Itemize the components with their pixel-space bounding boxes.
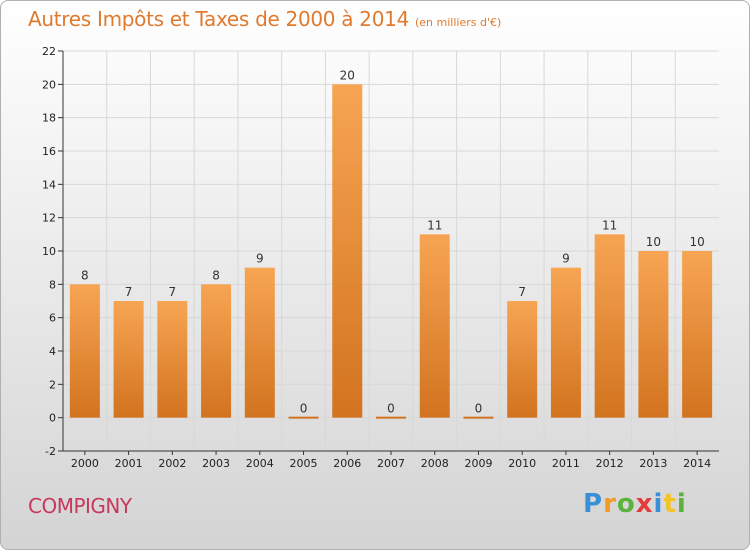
bar — [69, 284, 100, 418]
chart-title-main: Autres Impôts et Taxes de 2000 à 2014 — [28, 7, 409, 31]
x-tick-label: 2004 — [246, 457, 274, 470]
data-label: 10 — [646, 235, 661, 249]
data-label: 7 — [169, 285, 177, 299]
y-tick-label: 12 — [42, 212, 56, 225]
x-tick-label: 2009 — [464, 457, 492, 470]
y-tick-label: 16 — [42, 145, 56, 158]
logo-letter: i — [653, 489, 664, 519]
x-tick-label: 2012 — [596, 457, 624, 470]
bar — [201, 284, 232, 418]
y-tick-label: 18 — [42, 112, 56, 125]
bars — [69, 84, 713, 419]
logo-letter: o — [616, 489, 636, 519]
y-tick-label: 6 — [49, 312, 56, 325]
y-tick-label: 4 — [49, 345, 56, 358]
bar — [157, 301, 188, 418]
location-name: COMPIGNY — [28, 494, 132, 518]
data-label: 0 — [300, 402, 308, 416]
data-labels: 8 7 7 8 9 0 20 0 11 0 7 9 11 10 10 — [81, 68, 705, 415]
y-tick-label: 14 — [42, 178, 56, 191]
logo-letter: r — [603, 489, 617, 519]
y-tick-label: 8 — [49, 278, 56, 291]
x-tick-label: 2002 — [158, 457, 186, 470]
bar — [507, 301, 538, 418]
bar — [419, 234, 450, 418]
y-tick-label: 0 — [49, 412, 56, 425]
bar — [244, 267, 275, 418]
bar — [376, 416, 406, 419]
data-label: 8 — [81, 268, 89, 282]
bar — [682, 251, 713, 418]
bar — [638, 251, 669, 418]
x-tick-label: 2003 — [202, 457, 230, 470]
x-tick-label: 2001 — [115, 457, 143, 470]
y-tick-label: 20 — [42, 78, 56, 91]
data-label: 0 — [475, 402, 483, 416]
y-tick-label: 10 — [42, 245, 56, 258]
proxiti-logo: Proxiti — [583, 489, 687, 519]
data-label: 7 — [518, 285, 526, 299]
bar — [288, 416, 319, 419]
x-tick-label: 2013 — [639, 457, 667, 470]
bar — [550, 267, 581, 418]
x-tick-label: 2005 — [290, 457, 318, 470]
chart-title: Autres Impôts et Taxes de 2000 à 2014 (en… — [28, 7, 501, 31]
data-label: 9 — [562, 252, 570, 266]
data-label: 11 — [602, 218, 617, 232]
x-tick-label: 2014 — [683, 457, 711, 470]
x-tick-label: 2008 — [421, 457, 449, 470]
x-tick-label: 2010 — [508, 457, 536, 470]
bar — [332, 84, 363, 418]
y-tick-label: -2 — [45, 445, 56, 458]
data-label: 10 — [689, 235, 704, 249]
x-tick-label: 2006 — [333, 457, 361, 470]
x-tick-label: 2011 — [552, 457, 580, 470]
logo-letter: t — [663, 489, 677, 519]
bar — [594, 234, 625, 418]
x-tick-label: 2007 — [377, 457, 405, 470]
bar — [463, 416, 494, 419]
logo-letter: P — [583, 489, 604, 519]
chart-title-unit: (en milliers d'€) — [415, 16, 502, 29]
data-label: 0 — [387, 402, 395, 416]
data-label: 20 — [340, 68, 355, 82]
bar — [113, 301, 144, 418]
logo-letter: i — [676, 489, 687, 519]
data-label: 9 — [256, 252, 264, 266]
logo-letter: x — [635, 489, 654, 519]
data-label: 7 — [125, 285, 133, 299]
data-label: 8 — [212, 268, 220, 282]
y-tick-label: 2 — [49, 378, 56, 391]
x-tick-label: 2000 — [71, 457, 99, 470]
y-tick-label: 22 — [42, 45, 56, 58]
data-label: 11 — [427, 218, 442, 232]
